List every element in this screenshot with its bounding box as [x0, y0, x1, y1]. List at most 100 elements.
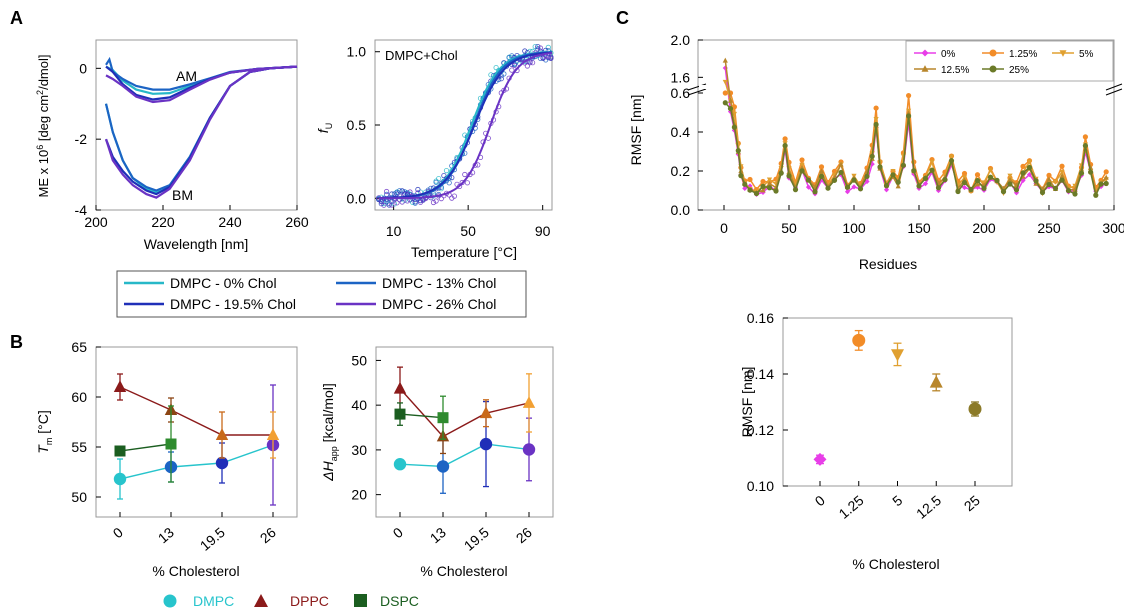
- tm-x-tick-label: 19.5: [197, 524, 228, 554]
- cd-x-axis-label: Wavelength [nm]: [144, 236, 249, 252]
- melt-x-axis-label: Temperature [°C]: [411, 244, 517, 260]
- melt-point-2: [399, 188, 405, 194]
- rmsf-y-tick-label: 0.6: [671, 85, 691, 101]
- rmsf-point-2: [873, 116, 879, 122]
- dh-point-dmpc: [479, 437, 493, 451]
- rmsf-point-1: [961, 170, 968, 177]
- melt-point-2: [389, 191, 395, 197]
- cd-ylabel-part2: [deg cm: [36, 95, 51, 145]
- rmsf-point-0: [844, 189, 851, 195]
- dh-series-line-1: [399, 388, 530, 438]
- rmsfavg-y-tick-label: 0.10: [747, 478, 774, 494]
- rmsf-point-4: [942, 177, 948, 183]
- rmsf-point-3: [1007, 176, 1013, 182]
- rmsf-x-tick-label: 150: [907, 220, 931, 236]
- melt-point-0: [493, 65, 499, 71]
- rmsf-point-4: [857, 186, 864, 192]
- rmsf-point-4: [778, 170, 784, 176]
- tm-x-tick-label: 13: [155, 524, 177, 546]
- rmsf-point-4: [968, 186, 974, 192]
- legend-a: DMPC - 0% Chol DMPC - 13% Chol DMPC - 19…: [116, 270, 527, 318]
- rmsf-point-4: [1088, 169, 1094, 175]
- rmsf-point-4: [799, 168, 805, 174]
- dh-point-dppc: [522, 396, 536, 408]
- cd-series-bm-3: [104, 65, 298, 199]
- rmsf-point-1: [722, 90, 728, 96]
- rmsf-point-4: [782, 142, 788, 149]
- rmsf-point-4: [961, 179, 968, 186]
- melt-y-axis-label: fU: [315, 123, 334, 133]
- rmsfavg-x-tick-label: 5: [889, 492, 905, 509]
- legend-a-label-3: DMPC - 26% Chol: [382, 296, 496, 312]
- dh-plot-frame: [375, 346, 554, 518]
- rmsf-point-3: [895, 183, 901, 189]
- rmsf-point-4: [994, 177, 1000, 183]
- rmsfavg-y-tick-label: 0.14: [747, 366, 774, 382]
- rmsfavg-point: [852, 333, 866, 347]
- cd-chart: AM BM Wavelength [nm] ME x 106 [deg cm2/…: [35, 39, 298, 252]
- dh-chart: % Cholesterol ΔHapp [kcal/mol]: [320, 346, 554, 579]
- rmsf-point-1: [1082, 134, 1088, 140]
- rmsf-point-4: [873, 121, 879, 128]
- melt-point-3: [537, 45, 544, 51]
- melt-point-2: [545, 54, 551, 61]
- rmsf-y-tick-label: 1.6: [671, 69, 691, 85]
- rmsf-point-4: [766, 185, 773, 191]
- rmsf-y-axis-label: RMSF [nm]: [628, 95, 644, 166]
- rmsf-point-4: [900, 162, 907, 168]
- rmsf-point-1: [1020, 163, 1026, 169]
- rmsf-point-0: [869, 161, 875, 167]
- rmsf-point-3: [1059, 173, 1065, 179]
- melt-point-2: [522, 48, 528, 54]
- rmsf-point-3: [1046, 176, 1052, 182]
- cd-y-axis-label: ME x 106 [deg cm2/dmol]: [35, 55, 51, 198]
- tm-point-dmpc: [215, 456, 229, 470]
- rmsf-point-3: [760, 187, 766, 193]
- melt-point-3: [524, 63, 531, 69]
- melt-point-3: [383, 188, 390, 195]
- rmsf-point-4: [895, 179, 901, 185]
- rmsf-point-4: [731, 124, 738, 130]
- dh-y-tick-label: 30: [351, 442, 367, 458]
- legend-a-box: [116, 270, 527, 318]
- rmsf-point-4: [727, 105, 734, 112]
- cd-series-am-3: [105, 65, 298, 104]
- melt-point-2: [412, 199, 418, 205]
- rmsf-x-axis-label: Residues: [859, 256, 917, 272]
- tm-point-dspc: [114, 445, 126, 457]
- rmsf-point-4: [1007, 181, 1013, 187]
- rmsf-point-4: [773, 188, 779, 194]
- melt-point-1: [509, 53, 515, 59]
- cd-annotation-bm: BM: [172, 187, 193, 203]
- melt-fit-3: [378, 52, 553, 200]
- melt-point-2: [378, 201, 384, 207]
- rmsf-point-0: [851, 184, 857, 190]
- melt-ylabel-sub: U: [324, 123, 334, 130]
- rmsf-point-4: [864, 173, 870, 179]
- rmsfavg-chart: % Cholesterol RMSF [nm]: [739, 317, 1013, 572]
- tm-y-axis-label: Tm [°C]: [35, 410, 54, 453]
- rmsf-legend-label-2: 5%: [1079, 49, 1094, 60]
- rmsf-point-4: [974, 178, 981, 184]
- melt-point-3: [451, 193, 457, 199]
- melt-point-3: [459, 179, 465, 186]
- panel-letter-b: B: [10, 332, 23, 352]
- rmsf-point-3: [727, 97, 734, 103]
- rmsfavg-x-tick-label: 0: [812, 492, 828, 509]
- rmsfavg-x-axis-label: % Cholesterol: [852, 556, 939, 572]
- rmsf-point-4: [805, 177, 812, 183]
- rmsf-point-3: [1103, 174, 1109, 180]
- rmsf-point-4: [948, 158, 955, 164]
- melt-point-3: [529, 60, 536, 66]
- melt-point-1: [394, 189, 400, 195]
- rmsf-point-2: [766, 177, 773, 183]
- dh-x-tick-label: 26: [513, 524, 535, 546]
- rmsf-y-tick-label: 2.0: [671, 32, 691, 48]
- rmsf-axis-break-gap: [699, 85, 707, 89]
- rmsf-point-4: [935, 185, 942, 191]
- rmsf-x-tick-label: 250: [1037, 220, 1061, 236]
- tm-y-tick-label: 55: [71, 439, 87, 455]
- rmsfavg-y-axis-label: RMSF [nm]: [739, 367, 755, 438]
- rmsf-point-0: [722, 65, 728, 71]
